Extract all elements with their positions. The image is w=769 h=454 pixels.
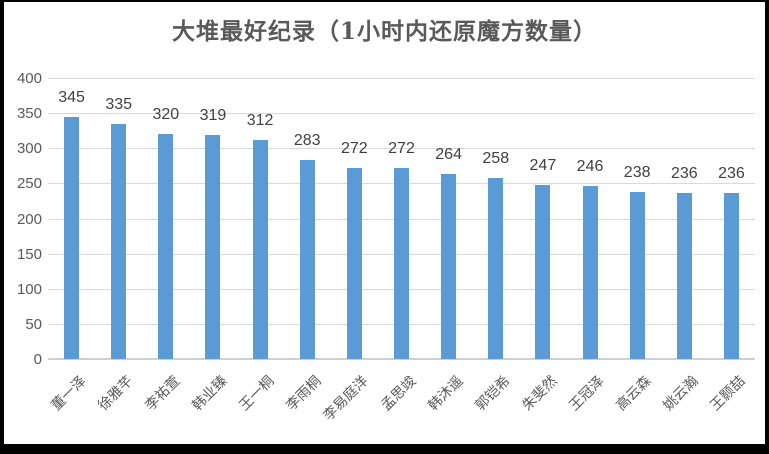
x-category-label: 韩沐遥 [425,373,467,415]
x-category-label: 王一桐 [236,373,278,415]
bar-value-label: 319 [199,106,227,124]
x-category-label: 李祐萱 [142,373,184,415]
x-category-label: 董一泽 [48,373,90,415]
x-category-label: 徐雅芊 [95,373,137,415]
gridline [48,113,755,115]
bar-value-label: 283 [293,132,321,150]
bar [299,160,315,359]
gridline [48,148,755,150]
x-category-label: 韩业臻 [189,373,231,415]
y-tick-label: 50 [25,315,42,333]
x-category-label: 李易庭洋 [320,373,372,425]
bar [205,134,221,359]
x-category-label: 孟思竣 [377,373,419,415]
x-category-label: 郭铠希 [472,373,514,415]
y-tick-label: 200 [16,210,42,228]
bar [535,185,551,359]
bar-chart: 大堆最好纪录（1小时内还原魔方数量） 0 50 100 150 200 250 300 350… [4,2,765,444]
bar-value-label: 258 [482,149,510,167]
bar [64,116,80,359]
bar-value-label: 272 [388,139,415,157]
y-tick-label: 150 [16,245,42,263]
bar [158,134,174,359]
bar-value-label: 238 [623,163,651,181]
bar [441,173,457,359]
bar-value-label: 247 [529,157,557,175]
gridline [48,78,755,79]
y-tick-label: 350 [16,105,42,123]
bar-value-label: 236 [718,165,745,183]
bar-value-label: 236 [670,165,698,183]
bar [488,177,504,359]
chart-title: 大堆最好纪录（1小时内还原魔方数量） [171,18,597,45]
y-tick-label: 300 [16,140,42,158]
bar-value-label: 320 [152,106,180,124]
x-category-label: 王冠泽 [566,373,608,415]
bar [629,191,645,359]
x-axis-baseline [48,358,755,360]
bar [111,123,127,359]
bar-value-label: 312 [246,111,274,129]
y-tick-label: 0 [33,351,42,368]
bar [394,167,409,359]
bar-value-label: 272 [341,139,368,157]
bar [252,139,268,359]
bar [346,167,362,359]
bar-value-label: 246 [576,158,604,176]
bar-value-label: 345 [58,88,85,106]
y-tick-label: 400 [16,70,42,87]
x-category-label: 高云森 [613,373,655,415]
x-category-label: 王颢喆 [707,373,749,415]
y-tick-label: 250 [16,175,42,193]
bar [676,193,692,359]
bar [723,193,739,359]
bar-value-label: 335 [105,95,133,113]
x-category-label: 朱斐然 [519,373,561,415]
x-category-label: 姚云瀚 [660,373,702,415]
bar-value-label: 264 [435,145,462,163]
bar [582,186,598,359]
y-tick-label: 100 [16,280,42,298]
